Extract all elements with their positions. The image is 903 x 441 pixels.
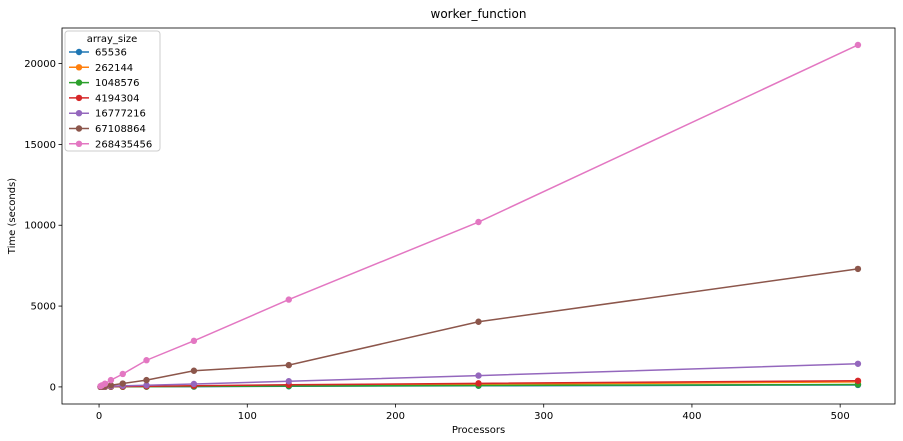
legend-item: 268435456 bbox=[69, 139, 152, 150]
y-tick-label: 10000 bbox=[24, 221, 56, 232]
series-67108864 bbox=[97, 265, 862, 390]
legend-label: 268435456 bbox=[95, 139, 152, 150]
legend-box bbox=[64, 30, 161, 152]
series-line bbox=[100, 268, 859, 388]
data-point bbox=[119, 380, 126, 387]
data-point bbox=[190, 380, 198, 388]
x-tick-label: 500 bbox=[831, 411, 850, 422]
y-axis-label: Time (seconds) bbox=[7, 178, 18, 255]
legend-item: 67108864 bbox=[69, 124, 146, 135]
legend-items: 65536 262144 1048576 4194304 16777216 6710886… bbox=[69, 48, 152, 150]
legend-label: 65536 bbox=[95, 48, 127, 59]
x-axis: 0 100 200 300 400 500 bbox=[96, 404, 850, 422]
data-point bbox=[854, 360, 862, 367]
x-tick-label: 0 bbox=[96, 411, 102, 422]
data-point bbox=[285, 378, 292, 385]
data-point bbox=[285, 296, 292, 303]
legend-title: array_size bbox=[87, 34, 138, 45]
data-point bbox=[854, 265, 862, 273]
x-tick-label: 300 bbox=[534, 411, 553, 422]
legend-label: 262144 bbox=[95, 63, 133, 74]
series-group bbox=[97, 41, 862, 391]
legend-label: 16777216 bbox=[95, 109, 146, 120]
data-point bbox=[475, 218, 482, 226]
legend-marker bbox=[75, 94, 83, 102]
legend-item: 65536 bbox=[69, 48, 127, 59]
legend-item: 262144 bbox=[69, 63, 133, 74]
data-point bbox=[475, 318, 482, 325]
x-axis-label: Processors bbox=[452, 425, 505, 436]
y-tick-label: 5000 bbox=[31, 302, 56, 313]
legend-marker bbox=[75, 110, 83, 117]
legend-item: 1048576 bbox=[69, 78, 140, 89]
legend-marker bbox=[75, 79, 83, 86]
chart-title: worker_function bbox=[431, 7, 527, 21]
legend-label: 4194304 bbox=[95, 93, 140, 104]
data-point bbox=[475, 380, 482, 387]
legend-marker bbox=[75, 48, 83, 56]
data-point bbox=[107, 376, 115, 384]
legend-item: 16777216 bbox=[69, 109, 146, 120]
legend-marker bbox=[75, 64, 83, 71]
data-point bbox=[143, 357, 150, 364]
y-axis: 0 5000 10000 15000 20000 bbox=[24, 59, 62, 393]
data-point bbox=[101, 380, 109, 387]
data-point bbox=[285, 361, 292, 369]
legend: array_size 65536 262144 1048576 4194304 1677… bbox=[64, 30, 161, 152]
data-point bbox=[107, 382, 115, 389]
data-point bbox=[119, 370, 126, 378]
data-point bbox=[475, 372, 482, 379]
data-point bbox=[190, 337, 198, 345]
data-point bbox=[190, 367, 198, 374]
legend-marker bbox=[75, 140, 83, 147]
y-tick-label: 20000 bbox=[24, 59, 56, 70]
y-tick-label: 15000 bbox=[24, 140, 56, 151]
x-tick-label: 100 bbox=[238, 411, 257, 422]
data-point bbox=[143, 376, 150, 384]
series-line bbox=[100, 44, 859, 387]
data-point bbox=[854, 41, 862, 49]
legend-marker bbox=[75, 125, 83, 132]
data-point bbox=[854, 377, 862, 384]
series-268435456 bbox=[97, 41, 862, 390]
plot-area bbox=[61, 27, 896, 405]
legend-label: 67108864 bbox=[95, 124, 146, 135]
data-point bbox=[143, 382, 150, 389]
x-tick-label: 400 bbox=[682, 411, 701, 422]
legend-label: 1048576 bbox=[95, 78, 140, 89]
legend-item: 4194304 bbox=[69, 93, 140, 104]
y-tick-label: 0 bbox=[50, 382, 56, 393]
x-tick-label: 200 bbox=[386, 411, 405, 422]
